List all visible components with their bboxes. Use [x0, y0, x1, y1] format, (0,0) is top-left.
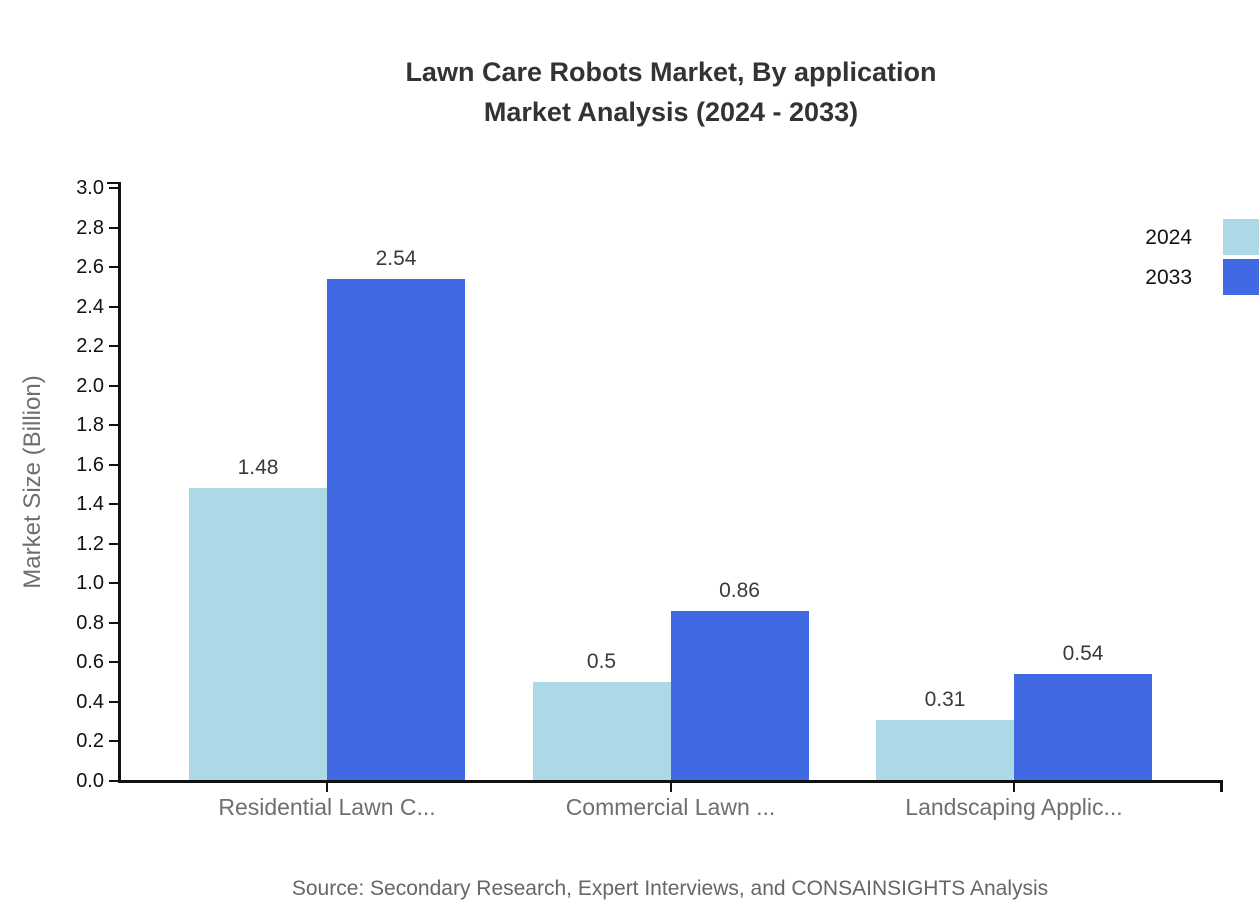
legend-swatch-2024	[1223, 219, 1259, 255]
source-note: Source: Secondary Research, Expert Inter…	[291, 877, 1049, 900]
legend-label-2024: 2024	[1145, 226, 1192, 249]
y-axis-tick	[109, 780, 119, 782]
y-axis-tick	[109, 345, 119, 348]
y-tick-label: 2.8	[76, 216, 104, 239]
x-axis-tick	[1013, 782, 1015, 792]
y-tick-label: 3.0	[76, 177, 104, 199]
y-tick-label: 1.8	[76, 414, 104, 437]
x-axis-tick	[669, 782, 672, 792]
bar-2024-0	[189, 488, 327, 781]
y-tick-label: 2.0	[76, 374, 104, 397]
y-tick-label: 0.8	[76, 611, 104, 634]
x-axis-tick	[326, 782, 328, 792]
bar-value-label: 1.48	[237, 456, 279, 480]
bar-2033-1	[670, 611, 809, 781]
y-tick-label: 2.2	[76, 335, 104, 358]
y-axis-tick	[109, 503, 119, 506]
bar-value-label: 0.54	[1062, 642, 1104, 666]
bar-value-label: 2.54	[375, 246, 417, 270]
bar-value-label: 0.86	[719, 579, 760, 602]
bar-2033-2	[1014, 674, 1152, 781]
y-axis-tick	[109, 187, 119, 189]
category-label: Residential Lawn C...	[218, 794, 436, 820]
chart-title-line2: Market Analysis (2024 - 2033)	[483, 97, 859, 127]
y-tick-label: 2.4	[76, 295, 104, 318]
y-axis-line	[118, 182, 121, 782]
y-axis-tick	[109, 266, 119, 269]
y-tick-label: 1.4	[76, 493, 104, 516]
legend-swatch-2033	[1223, 259, 1259, 295]
y-tick-label: 0.2	[76, 730, 104, 753]
y-axis-tick	[109, 384, 119, 387]
y-axis-tick	[109, 226, 119, 229]
y-axis-tick	[109, 740, 119, 743]
y-tick-label: 1.0	[76, 572, 104, 595]
x-axis-line	[118, 780, 1223, 783]
y-tick-label: 0.0	[76, 770, 104, 792]
bar-value-label: 0.5	[586, 650, 617, 674]
y-axis-tick	[109, 700, 119, 703]
bar-2033-0	[327, 278, 465, 781]
y-tick-label: 1.2	[76, 532, 104, 555]
category-label: Commercial Lawn ...	[565, 794, 776, 820]
y-axis-tick	[109, 661, 119, 664]
bar-2024-2	[876, 719, 1014, 781]
y-tick-label: 1.6	[76, 453, 104, 476]
legend-label-2033: 2033	[1145, 266, 1192, 289]
y-tick-label: 2.6	[76, 256, 104, 279]
category-label: Landscaping Applic...	[905, 794, 1123, 820]
y-tick-label: 0.6	[76, 651, 104, 674]
y-axis-tick	[109, 424, 119, 427]
y-axis-end-cap	[107, 182, 119, 184]
bar-value-label: 0.31	[924, 687, 966, 711]
y-axis-tick	[109, 621, 119, 624]
y-axis-tick	[109, 582, 119, 585]
bar-2024-1	[532, 682, 671, 781]
x-axis-end-cap	[1220, 780, 1223, 792]
chart-title: Lawn Care Robots Market, By application …	[120, 52, 1222, 132]
y-axis-tick	[109, 463, 119, 466]
chart-title-line1: Lawn Care Robots Market, By application	[405, 57, 937, 87]
y-axis-tick	[109, 542, 119, 545]
y-tick-label: 0.4	[76, 690, 104, 713]
y-axis-tick	[109, 305, 119, 308]
